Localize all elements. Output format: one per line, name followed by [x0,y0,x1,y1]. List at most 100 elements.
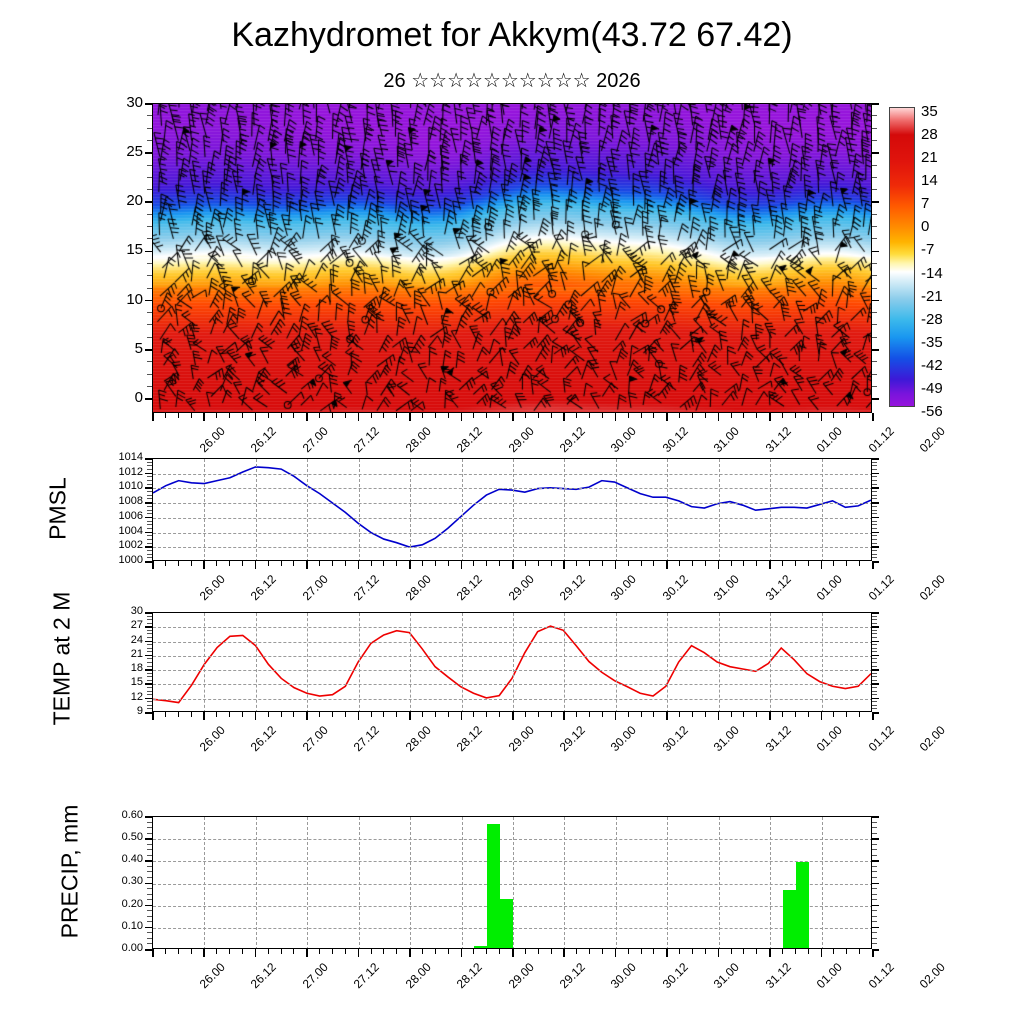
y-tick-mark [145,398,152,400]
x-minor-tick [434,413,436,418]
x-tick-mark [203,413,205,421]
colorbar-tick-label: -21 [921,287,943,305]
y-tick-label: 0.50 [121,831,143,844]
x-minor-tick [319,561,321,566]
x-minor-tick [550,712,552,717]
cross-section-panel [152,103,872,413]
y-tick-label: 10 [126,290,143,308]
y-tick-mark [872,349,879,351]
x-minor-tick [229,949,231,954]
x-minor-tick [396,413,398,418]
x-minor-tick [576,712,578,717]
x-minor-tick [756,561,758,566]
temp-panel [152,612,872,712]
x-minor-tick [383,561,385,566]
y-minor-tick [147,921,152,923]
y-minor-tick [872,849,877,851]
x-tick-mark [820,561,823,569]
grid-line-vertical [564,817,566,948]
grid-line-vertical [564,459,566,560]
x-minor-tick [602,712,603,717]
x-tick-mark [203,561,205,569]
y-minor-tick [147,651,152,653]
y-minor-tick [147,527,152,529]
y-minor-tick [147,854,152,856]
x-minor-tick [756,949,758,954]
y-minor-tick [147,827,152,829]
y-tick-mark [145,926,152,929]
subtitle-date: 26 ☆☆☆☆☆☆☆☆☆☆ 2026 [0,68,1024,93]
x-tick-label: 26.00 [196,960,228,992]
x-minor-tick [319,712,321,717]
y-tick-label: 0.60 [121,808,143,821]
x-minor-tick [653,561,655,566]
x-minor-tick [756,413,758,418]
grid-line-horizontal [153,670,871,672]
x-minor-tick [486,949,488,954]
x-minor-tick [653,949,655,954]
y-minor-tick [872,708,877,710]
pmsl-series-line [153,467,871,547]
y-minor-tick [147,932,152,934]
grid-line-vertical [255,459,257,560]
y-tick-mark [872,904,879,907]
y-minor-tick [147,943,152,945]
x-tick-label: 30.00 [608,960,640,992]
x-tick-label: 28.12 [453,723,486,755]
y-tick-mark [145,882,152,884]
colorbar [889,107,915,407]
x-minor-tick [344,949,346,954]
y-minor-tick [147,494,152,496]
y-tick-mark [145,152,152,154]
y-minor-tick [147,644,152,646]
x-minor-tick [422,413,423,418]
x-tick-label: 29.12 [556,960,588,992]
x-tick-mark [717,413,720,421]
x-tick-mark [666,949,668,957]
x-minor-tick [550,413,552,418]
y-minor-tick [872,461,877,463]
y-tick-mark [145,683,152,685]
x-tick-mark [306,712,308,720]
y-minor-tick [147,821,152,823]
y-minor-tick [872,312,877,314]
x-minor-tick [743,949,745,954]
y-minor-tick [872,373,877,375]
grid-line-horizontal [153,488,871,490]
y-tick-mark [145,531,152,534]
y-tick-mark [145,654,152,657]
y-tick-label: 1000 [118,553,143,566]
x-minor-tick [704,712,706,717]
y-minor-tick [872,854,877,856]
precip-bar [500,899,513,948]
x-tick-label: 31.12 [762,723,794,755]
x-minor-tick [332,712,333,717]
y-minor-tick [872,865,877,867]
y-minor-tick [872,336,877,338]
pmsl-line-series [153,459,871,560]
pmsl-plot-area [152,458,872,561]
y-tick-mark [872,152,879,154]
x-tick-mark [254,561,257,569]
y-minor-tick [147,687,152,688]
x-minor-tick [242,712,243,717]
x-tick-mark [203,712,205,720]
y-minor-tick [872,821,877,823]
grid-line-vertical [615,817,617,948]
y-minor-tick [147,385,152,387]
y-tick-label: 0.00 [121,941,143,954]
x-minor-tick [434,949,436,954]
x-minor-tick [447,712,449,717]
y-minor-tick [147,461,152,463]
x-minor-tick [370,712,372,717]
y-tick-mark [145,458,152,460]
x-minor-tick [190,712,192,717]
x-minor-tick [794,413,796,418]
subtitle-year: 2026 [596,70,641,92]
x-minor-tick [679,949,681,954]
y-minor-tick [147,865,152,867]
x-tick-mark [563,712,565,720]
y-tick-label: 0.30 [121,875,143,888]
x-minor-tick [370,413,372,418]
x-minor-tick [743,413,745,418]
